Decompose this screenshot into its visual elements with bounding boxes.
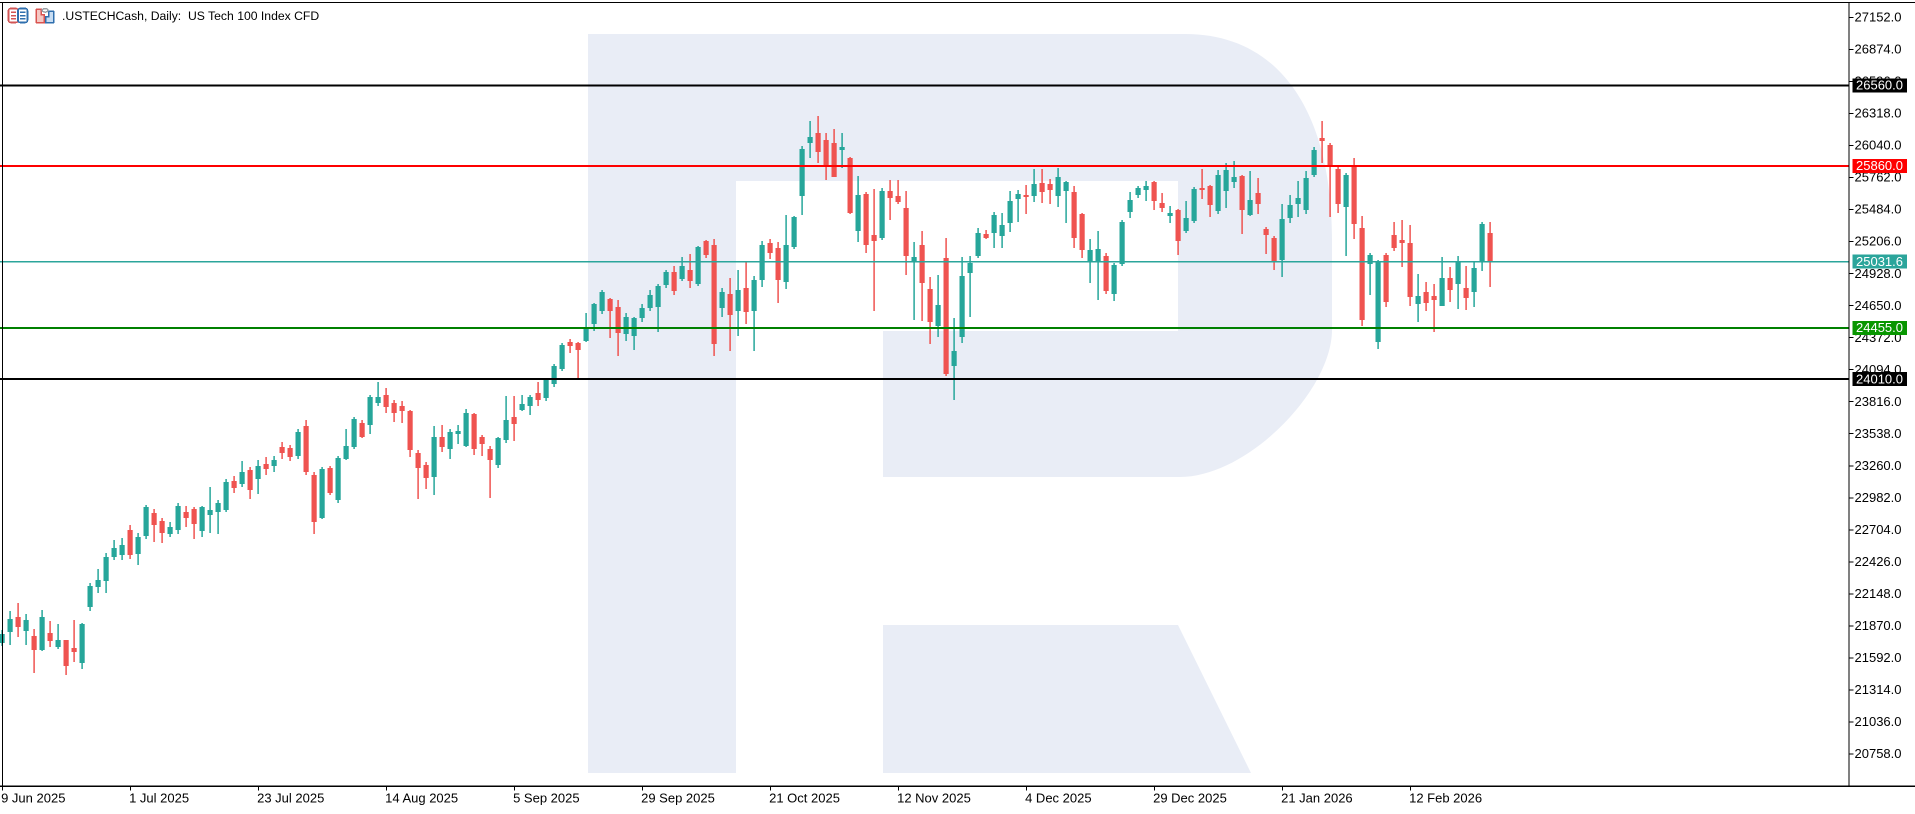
svg-text:25860.0: 25860.0 — [1856, 158, 1903, 173]
svg-text:25206.0: 25206.0 — [1855, 234, 1902, 249]
svg-text:26874.0: 26874.0 — [1855, 42, 1902, 57]
svg-text:1 Jul 2025: 1 Jul 2025 — [129, 791, 189, 806]
svg-text:27152.0: 27152.0 — [1855, 10, 1902, 25]
svg-text:21870.0: 21870.0 — [1855, 618, 1902, 633]
svg-text:20758.0: 20758.0 — [1855, 746, 1902, 761]
svg-text:21592.0: 21592.0 — [1855, 650, 1902, 665]
svg-text:23816.0: 23816.0 — [1855, 394, 1902, 409]
svg-text:25031.6: 25031.6 — [1856, 254, 1903, 269]
svg-text:4 Dec 2025: 4 Dec 2025 — [1025, 791, 1092, 806]
svg-text:21036.0: 21036.0 — [1855, 714, 1902, 729]
svg-text:24455.0: 24455.0 — [1856, 320, 1903, 335]
svg-text:12 Nov 2025: 12 Nov 2025 — [897, 791, 971, 806]
svg-text:.USTECHCash, Daily: US Tech 1: .USTECHCash, Daily: US Tech 100 Index CF… — [62, 9, 319, 23]
svg-text:22426.0: 22426.0 — [1855, 554, 1902, 569]
svg-text:23538.0: 23538.0 — [1855, 426, 1902, 441]
svg-text:14 Aug 2025: 14 Aug 2025 — [385, 791, 458, 806]
svg-text:9 Jun 2025: 9 Jun 2025 — [1, 791, 65, 806]
svg-text:21 Oct 2025: 21 Oct 2025 — [769, 791, 840, 806]
svg-text:23 Jul 2025: 23 Jul 2025 — [257, 791, 324, 806]
svg-text:22982.0: 22982.0 — [1855, 490, 1902, 505]
svg-text:29 Sep 2025: 29 Sep 2025 — [641, 791, 715, 806]
svg-text:23260.0: 23260.0 — [1855, 458, 1902, 473]
svg-text:25484.0: 25484.0 — [1855, 202, 1902, 217]
svg-text:24010.0: 24010.0 — [1856, 371, 1903, 386]
svg-text:21314.0: 21314.0 — [1855, 682, 1902, 697]
svg-text:25762.0: 25762.0 — [1855, 170, 1902, 185]
svg-text:5 Sep 2025: 5 Sep 2025 — [513, 791, 580, 806]
svg-text:26040.0: 26040.0 — [1855, 138, 1902, 153]
svg-text:29 Dec 2025: 29 Dec 2025 — [1153, 791, 1227, 806]
svg-text:22148.0: 22148.0 — [1855, 586, 1902, 601]
svg-text:24928.0: 24928.0 — [1855, 266, 1902, 281]
svg-text:12 Feb 2026: 12 Feb 2026 — [1409, 791, 1482, 806]
svg-text:24650.0: 24650.0 — [1855, 298, 1902, 313]
svg-text:22704.0: 22704.0 — [1855, 522, 1902, 537]
svg-text:26560.0: 26560.0 — [1856, 78, 1903, 93]
svg-text:26318.0: 26318.0 — [1855, 106, 1902, 121]
svg-text:21 Jan 2026: 21 Jan 2026 — [1281, 791, 1353, 806]
